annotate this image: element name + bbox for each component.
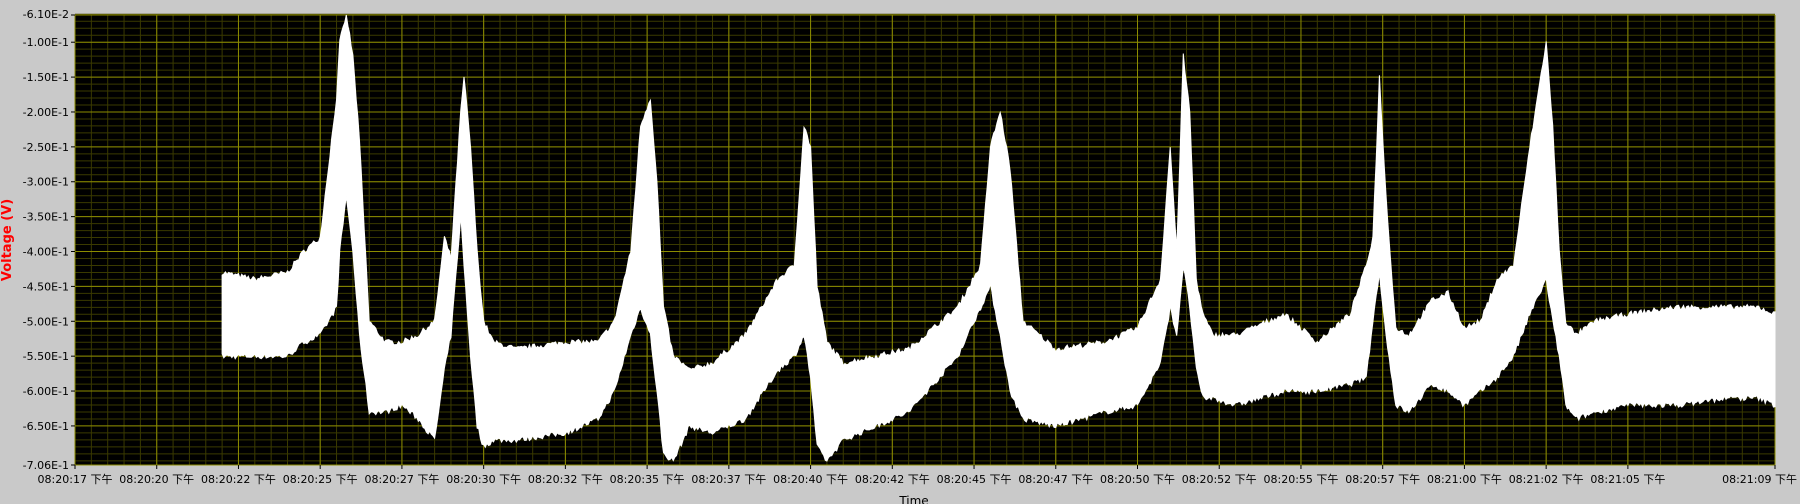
y-tick-label: -5.50E-1	[23, 350, 69, 363]
x-tick-label: 08:20:50 下午	[1100, 473, 1175, 486]
y-axis-ticks: -6.10E-2 -1.00E-1 -1.50E-1 -2.00E-1 -2.50E-1…	[23, 8, 75, 472]
x-tick-label: 08:20:35 下午	[610, 473, 685, 486]
x-tick-label: 08:20:32 下午	[528, 473, 603, 486]
x-axis-ticks: 08:20:17 下午 08:20:20 下午 08:20:22 下午 08:20:2…	[38, 465, 1797, 486]
voltage-series-area	[221, 14, 1776, 462]
y-tick-label: -6.50E-1	[23, 420, 69, 433]
x-tick-label: 08:20:25 下午	[283, 473, 358, 486]
x-tick-label: 08:20:30 下午	[446, 473, 521, 486]
x-tick-label: 08:20:42 下午	[855, 473, 930, 486]
y-tick-label: -2.00E-1	[23, 106, 69, 119]
y-tick-label: -6.10E-2	[23, 8, 69, 21]
x-tick-label: 08:20:27 下午	[364, 473, 439, 486]
x-tick-label: 08:20:17 下午	[38, 473, 113, 486]
x-tick-label: 08:21:05 下午	[1590, 473, 1665, 486]
x-tick-label: 08:21:02 下午	[1509, 473, 1584, 486]
y-tick-label: -1.00E-1	[23, 36, 69, 49]
y-tick-label: -4.00E-1	[23, 246, 69, 259]
x-tick-label: 08:20:45 下午	[937, 473, 1012, 486]
y-tick-label: -1.50E-1	[23, 71, 69, 84]
x-tick-label: 08:20:52 下午	[1182, 473, 1257, 486]
x-axis-label: Time	[898, 494, 928, 504]
y-tick-label: -7.06E-1	[23, 459, 69, 472]
x-tick-label: 08:20:20 下午	[119, 473, 194, 486]
x-tick-label: 08:20:57 下午	[1345, 473, 1420, 486]
y-tick-label: -3.50E-1	[23, 211, 69, 224]
y-tick-label: -4.50E-1	[23, 280, 69, 293]
x-tick-label: 08:20:22 下午	[201, 473, 276, 486]
y-tick-label: -5.00E-1	[23, 315, 69, 328]
x-tick-label: 08:20:37 下午	[691, 473, 766, 486]
y-axis-label: Voltage (V)	[0, 199, 15, 281]
y-tick-label: -6.00E-1	[23, 385, 69, 398]
y-tick-label: -3.00E-1	[23, 176, 69, 189]
x-tick-label: 08:21:09 下午	[1722, 473, 1797, 486]
x-tick-label: 08:21:00 下午	[1427, 473, 1502, 486]
x-tick-label: 08:20:55 下午	[1264, 473, 1339, 486]
y-tick-label: -2.50E-1	[23, 141, 69, 154]
x-tick-label: 08:20:47 下午	[1018, 473, 1093, 486]
x-tick-label: 08:20:40 下午	[773, 473, 848, 486]
